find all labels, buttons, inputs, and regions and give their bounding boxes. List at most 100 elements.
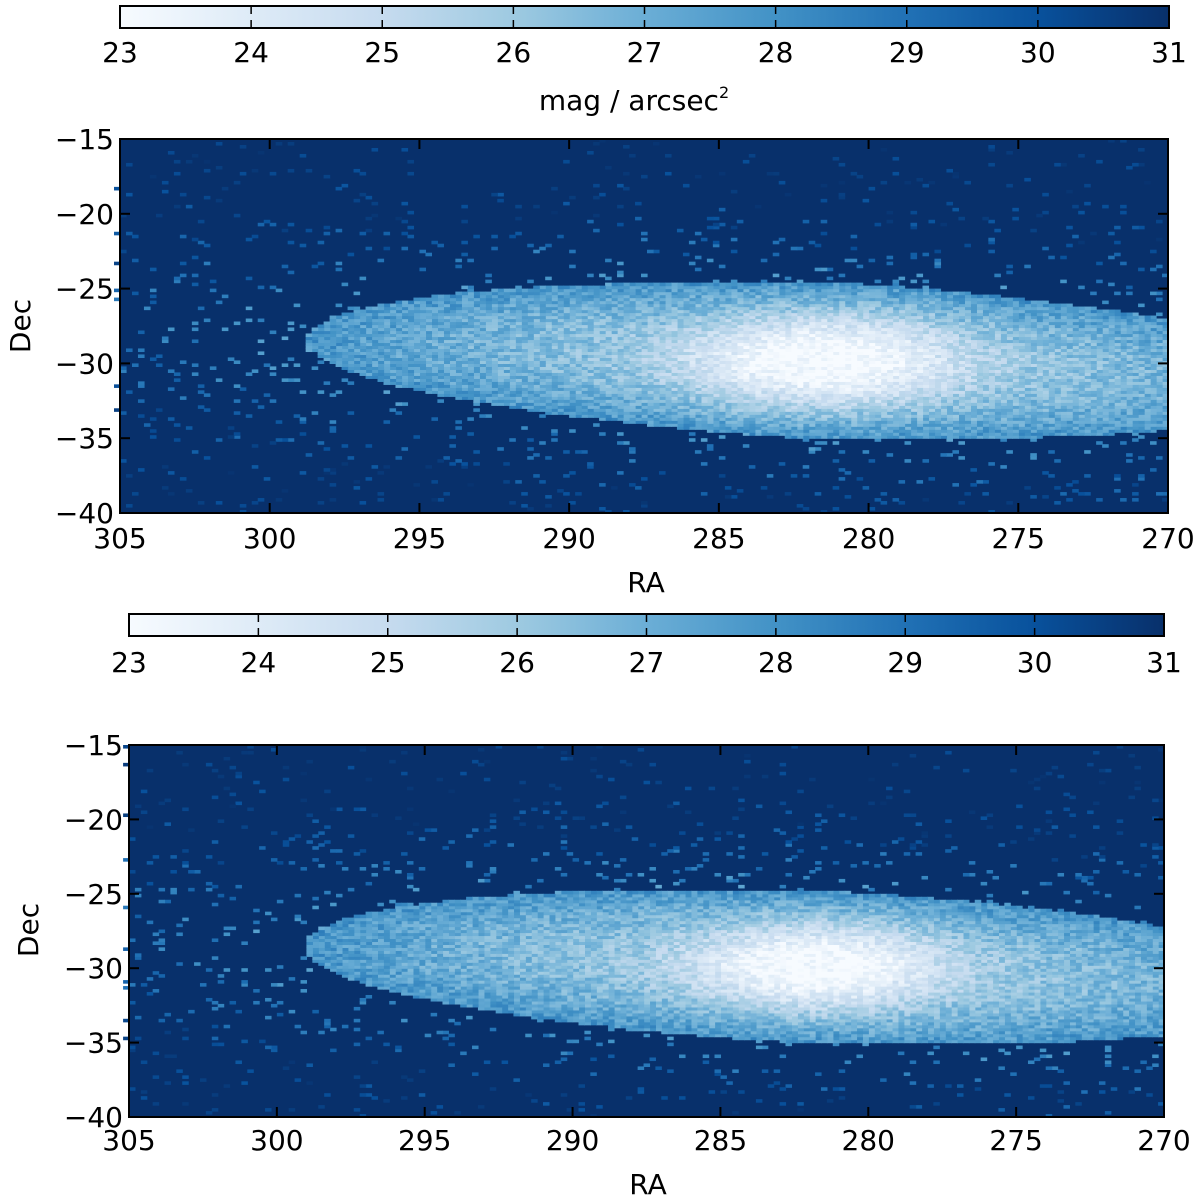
heatmap-cell [605, 282, 612, 287]
heatmap-cell [820, 402, 828, 406]
heatmap-cell [892, 339, 900, 344]
heatmap-cell [874, 351, 882, 356]
heatmap-cell [850, 369, 858, 373]
heatmap-cell [820, 183, 828, 188]
heatmap-cell [808, 315, 816, 320]
heatmap-cell [1108, 402, 1115, 406]
heatmap-cell [826, 426, 834, 430]
heatmap-cell [1072, 417, 1079, 421]
heatmap-cell [1126, 291, 1133, 296]
heatmap-cell [928, 426, 936, 430]
heatmap-cell [844, 285, 852, 290]
heatmap-cell [1078, 423, 1085, 427]
heatmap-cell [1090, 327, 1097, 332]
heatmap-cell [886, 354, 894, 359]
heatmap-cell [1144, 414, 1151, 418]
heatmap-cell [808, 297, 816, 302]
heatmap-cell [1144, 405, 1151, 409]
heatmap-cell [599, 192, 606, 197]
heatmap-cell [796, 336, 804, 341]
heatmap-cell [988, 318, 995, 323]
heatmap-cell [1048, 327, 1055, 332]
heatmap-cell [1000, 420, 1007, 424]
heatmap-cell [760, 315, 768, 320]
heatmap-cell [994, 324, 1001, 329]
heatmap-cell [862, 387, 870, 391]
heatmap-cell [766, 399, 774, 403]
heatmap-cell [617, 441, 624, 445]
heatmap-cell [1126, 417, 1133, 421]
heatmap-cell [1096, 426, 1103, 430]
heatmap-cell [994, 375, 1001, 379]
heatmap-cell [1060, 387, 1067, 391]
heatmap-cell [970, 318, 977, 323]
heatmap-cell [1132, 315, 1139, 320]
heatmap-cell [988, 144, 995, 149]
heatmap-cell [1114, 396, 1121, 400]
heatmap-cell [766, 405, 774, 409]
heatmap-cell [1042, 423, 1049, 427]
heatmap-cell [1030, 423, 1037, 427]
heatmap-cell [724, 291, 732, 296]
heatmap-cell [766, 327, 774, 332]
heatmap-cell [874, 411, 882, 415]
heatmap-cell [1132, 378, 1139, 382]
heatmap-cell [784, 324, 792, 329]
heatmap-cell [724, 420, 732, 424]
heatmap-cell [862, 486, 870, 490]
heatmap-cell [856, 411, 864, 415]
heatmap-cell [700, 360, 708, 364]
heatmap-cell [1138, 387, 1145, 391]
heatmap-cell [1162, 402, 1169, 406]
heatmap-cell [850, 339, 858, 344]
heatmap-cell [694, 384, 702, 388]
heatmap-cell [730, 282, 738, 287]
heatmap-cell [754, 384, 762, 388]
heatmap-cell [1036, 309, 1043, 314]
heatmap-cell [623, 282, 630, 287]
heatmap-cell [748, 306, 756, 311]
heatmap-cell [1054, 369, 1061, 373]
heatmap-cell [1150, 327, 1157, 332]
heatmap-cell [784, 336, 792, 341]
heatmap-cell [1006, 357, 1013, 362]
heatmap-cell [784, 288, 792, 293]
heatmap-cell [964, 339, 971, 344]
heatmap-cell [1000, 285, 1007, 290]
heatmap-cell [718, 375, 726, 379]
heatmap-cell [892, 348, 900, 353]
heatmap-cell [916, 342, 924, 347]
heatmap-cell [1054, 363, 1061, 367]
heatmap-cell [940, 345, 948, 350]
heatmap-cell [1132, 411, 1139, 415]
heatmap-cell [1132, 333, 1139, 338]
heatmap-cell [904, 408, 912, 412]
heatmap-cell [856, 342, 864, 347]
heatmap-cell [706, 357, 714, 362]
heatmap-cell [760, 423, 768, 427]
heatmap-cell [928, 342, 936, 347]
heatmap-cell [712, 399, 720, 403]
heatmap-cell [880, 318, 888, 323]
heatmap-cell [1012, 390, 1019, 394]
heatmap-cell [772, 312, 780, 317]
colorbar-tick-label: 29 [889, 36, 925, 69]
heatmap-cell [766, 408, 774, 412]
heatmap-cell [778, 288, 786, 293]
heatmap-cell [964, 417, 971, 421]
heatmap-cell [736, 366, 744, 370]
heatmap-cell [898, 318, 906, 323]
heatmap-cell [1072, 378, 1079, 382]
heatmap-cell [886, 363, 894, 367]
heatmap-cell [814, 408, 822, 412]
heatmap-cell [922, 294, 930, 299]
heatmap-cell [736, 321, 744, 326]
heatmap-cell [1090, 318, 1097, 323]
heatmap-cell [748, 390, 756, 394]
heatmap-cell [874, 303, 882, 308]
heatmap-cell [874, 339, 882, 344]
heatmap-cell [898, 354, 906, 359]
heatmap-cell [880, 372, 888, 376]
heatmap-cell [832, 402, 840, 406]
heatmap-cell [1066, 402, 1073, 406]
